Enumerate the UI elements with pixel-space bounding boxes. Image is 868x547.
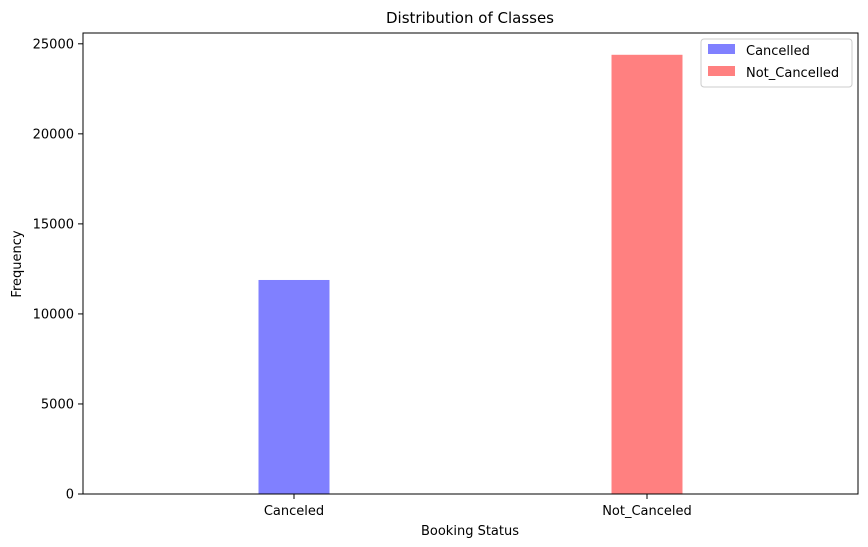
y-axis-label: Frequency xyxy=(10,230,25,297)
y-tick-label: 25000 xyxy=(33,37,74,52)
y-tick-label: 20000 xyxy=(33,127,74,142)
legend: Cancelled Not_Cancelled xyxy=(700,38,853,88)
x-axis-ticks: Canceled Not_Canceled xyxy=(264,494,692,519)
x-axis-label: Booking Status xyxy=(421,524,519,539)
y-axis-ticks: 0 5000 10000 15000 20000 25000 xyxy=(33,37,83,503)
legend-label-not-cancelled: Not_Cancelled xyxy=(746,66,839,81)
x-tick-label: Not_Canceled xyxy=(602,504,692,519)
legend-label-cancelled: Cancelled xyxy=(746,44,810,59)
bars-layer xyxy=(258,54,683,494)
bar-not-cancelled xyxy=(611,54,683,494)
bar-cancelled xyxy=(258,279,330,494)
y-tick-label: 0 xyxy=(66,488,74,503)
x-tick-label: Canceled xyxy=(264,504,324,519)
legend-frame xyxy=(700,38,853,88)
y-tick-label: 10000 xyxy=(33,307,74,322)
y-tick-label: 5000 xyxy=(41,397,74,412)
legend-swatch-not-cancelled xyxy=(708,66,735,76)
chart-title: Distribution of Classes xyxy=(386,9,554,27)
y-tick-label: 15000 xyxy=(33,217,74,232)
legend-swatch-cancelled xyxy=(708,44,735,54)
plot-frame xyxy=(82,32,859,495)
